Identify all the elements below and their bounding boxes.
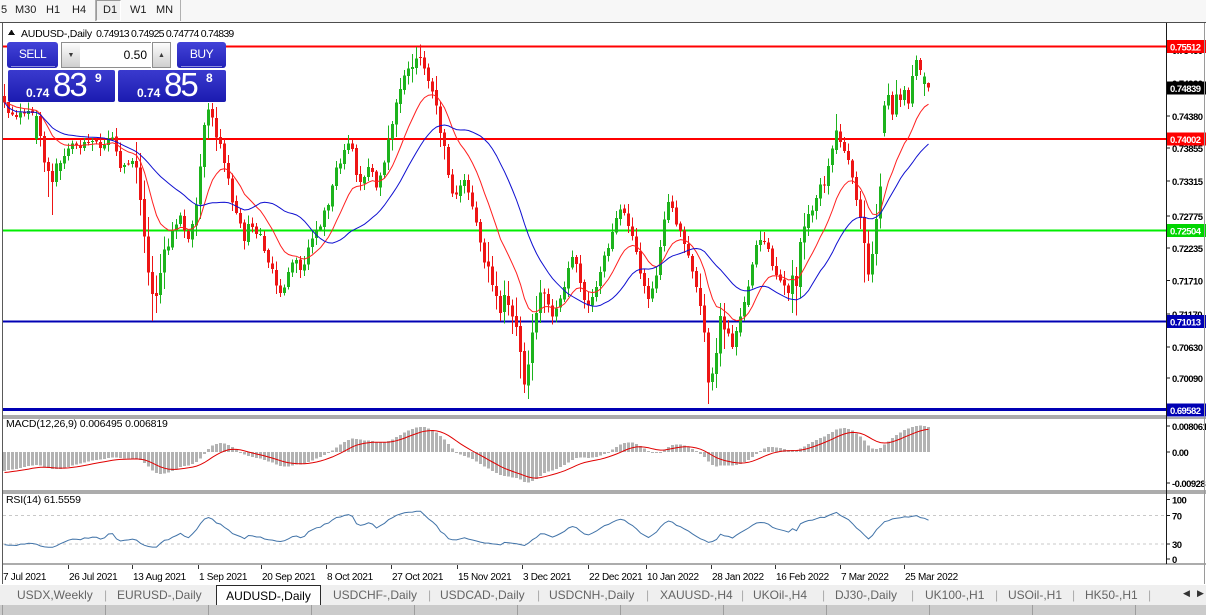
svg-text:30: 30 xyxy=(1172,540,1182,551)
svg-text:0.71013: 0.71013 xyxy=(1170,318,1201,329)
svg-text:16 Feb 2022: 16 Feb 2022 xyxy=(776,572,830,583)
svg-text:-0.00928: -0.00928 xyxy=(1172,479,1205,490)
svg-text:22 Dec 2021: 22 Dec 2021 xyxy=(589,572,643,583)
svg-text:8 Oct 2021: 8 Oct 2021 xyxy=(327,572,374,583)
svg-text:0.69582: 0.69582 xyxy=(1170,406,1201,417)
svg-text:27 Oct 2021: 27 Oct 2021 xyxy=(392,572,444,583)
svg-text:28 Jan 2022: 28 Jan 2022 xyxy=(712,572,764,583)
svg-text:7 Jul 2021: 7 Jul 2021 xyxy=(3,572,47,583)
svg-text:13 Aug 2021: 13 Aug 2021 xyxy=(133,572,187,583)
svg-text:0.74002: 0.74002 xyxy=(1170,135,1201,146)
svg-text:AUDUSD-,Daily 0.74913 0.74925: AUDUSD-,Daily 0.74913 0.74925 0.74774 0.… xyxy=(21,28,234,40)
svg-text:100: 100 xyxy=(1172,496,1186,507)
svg-text:0.008061: 0.008061 xyxy=(1172,422,1206,433)
svg-text:MACD(12,26,9) 0.006495 0.00681: MACD(12,26,9) 0.006495 0.006819 xyxy=(6,418,168,430)
svg-text:0.72235: 0.72235 xyxy=(1172,244,1204,255)
svg-text:0.74380: 0.74380 xyxy=(1172,112,1203,123)
svg-text:7 Mar 2022: 7 Mar 2022 xyxy=(841,572,889,583)
svg-text:1 Sep 2021: 1 Sep 2021 xyxy=(199,572,248,583)
svg-text:70: 70 xyxy=(1172,512,1182,523)
svg-text:RSI(14) 61.5559: RSI(14) 61.5559 xyxy=(6,494,81,506)
svg-text:0.72504: 0.72504 xyxy=(1170,226,1202,237)
svg-text:0.74839: 0.74839 xyxy=(1170,84,1201,95)
svg-text:15 Nov 2021: 15 Nov 2021 xyxy=(458,572,512,583)
svg-text:0.71710: 0.71710 xyxy=(1172,277,1203,288)
svg-text:0.75512: 0.75512 xyxy=(1170,43,1201,54)
svg-text:25 Mar 2022: 25 Mar 2022 xyxy=(905,572,959,583)
svg-text:0.73855: 0.73855 xyxy=(1172,144,1204,155)
svg-text:0.72775: 0.72775 xyxy=(1172,212,1204,223)
svg-text:0.00: 0.00 xyxy=(1172,448,1189,459)
svg-text:26 Jul 2021: 26 Jul 2021 xyxy=(69,572,118,583)
svg-text:0: 0 xyxy=(1172,555,1177,566)
svg-text:0.70090: 0.70090 xyxy=(1172,374,1203,385)
svg-text:0.70630: 0.70630 xyxy=(1172,343,1203,354)
svg-text:3 Dec 2021: 3 Dec 2021 xyxy=(523,572,572,583)
svg-text:0.73315: 0.73315 xyxy=(1172,177,1204,188)
svg-text:20 Sep 2021: 20 Sep 2021 xyxy=(262,572,316,583)
svg-text:10 Jan 2022: 10 Jan 2022 xyxy=(647,572,699,583)
